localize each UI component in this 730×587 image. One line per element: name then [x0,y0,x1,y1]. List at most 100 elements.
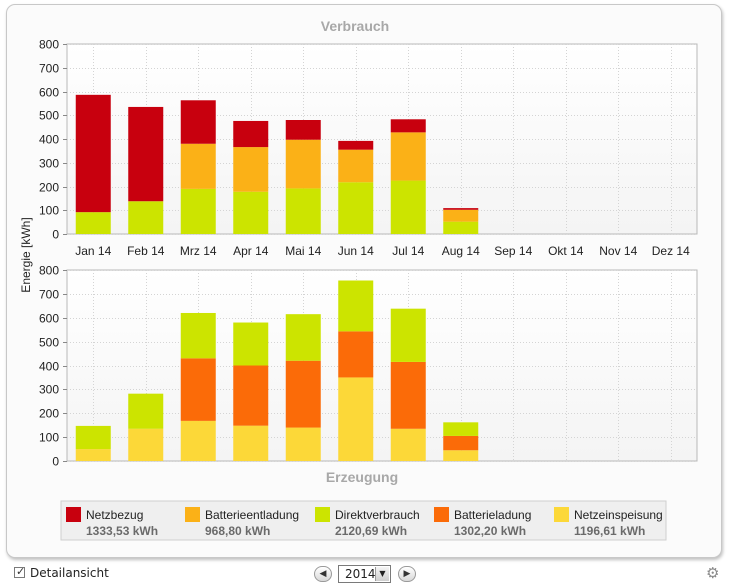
bar-direktverbrauch-0 [75,212,111,234]
detail-view-checkbox[interactable]: ✓ [14,565,26,578]
y-tick-label: 500 [39,109,59,123]
bar-netzeinspeisung-3 [233,425,269,461]
bar-direktverbrauch-2 [180,188,216,234]
bar-direktverbrauch-3 [233,322,269,366]
bar-batterieentladung-4 [285,139,321,189]
bar-direktverbrauch-2 [180,312,216,359]
x-tick-label: Mai 14 [285,244,321,258]
bar-netzeinspeisung-1 [128,428,164,461]
legend-swatch-direktverbrauch [315,507,330,522]
y-axis-label: Energie [kWh] [19,217,33,292]
bar-netzbezug-4 [285,120,321,140]
x-tick-label: Feb 14 [127,244,165,258]
year-value: 2014 [345,567,376,581]
bar-direktverbrauch-3 [233,191,269,234]
bar-direktverbrauch-6 [390,180,426,234]
legend-label-batterieentladung: Batterieentladung [205,508,299,522]
settings-gear-icon[interactable]: ⚙ [706,564,720,582]
y-tick-label: 700 [39,62,59,76]
bar-netzeinspeisung-4 [285,427,321,461]
next-year-button[interactable]: ▶ [398,566,416,582]
x-tick-label: Sep 14 [494,244,532,258]
bar-batterieentladung-5 [338,149,374,183]
y-tick-label: 600 [39,312,59,326]
y-tick-label: 500 [39,336,59,350]
x-tick-label: Nov 14 [599,244,637,258]
bar-batterieentladung-7 [443,209,479,222]
x-tick-label: Aug 14 [442,244,480,258]
bar-netzbezug-5 [338,140,374,150]
bar-direktverbrauch-7 [443,422,479,436]
x-tick-label: Okt 14 [548,244,584,258]
y-tick-label: 800 [39,264,59,278]
x-tick-label: Jan 14 [75,244,111,258]
legend-value-batterieentladung: 968,80 kWh [205,524,270,538]
y-tick-label: 300 [39,157,59,171]
bar-direktverbrauch-0 [75,425,111,450]
legend-value-netzeinspeisung: 1196,61 kWh [574,524,645,538]
legend-label-netzeinspeisung: Netzeinspeisung [574,508,663,522]
y-tick-label: 200 [39,407,59,421]
legend-value-direktverbrauch: 2120,69 kWh [335,524,407,538]
bar-netzeinspeisung-5 [338,377,374,461]
legend-value-netzbezug: 1333,53 kWh [86,524,158,538]
bar-batterieladung-7 [443,435,479,451]
x-tick-label: Jun 14 [338,244,374,258]
bar-netzeinspeisung-6 [390,428,426,461]
arrow-left-icon: ◀ [319,569,327,579]
legend-value-batterieladung: 1302,20 kWh [454,524,526,538]
y-tick-label: 200 [39,181,59,195]
y-tick-label: 800 [39,38,59,52]
bar-direktverbrauch-5 [338,182,374,234]
chart-title-verbrauch: Verbrauch [321,18,389,34]
bar-batterieentladung-6 [390,132,426,181]
bar-direktverbrauch-1 [128,201,164,234]
legend-swatch-netzbezug [66,507,81,522]
x-tick-label: Mrz 14 [180,244,217,258]
bar-netzbezug-0 [75,94,111,213]
chevron-down-icon[interactable]: ▼ [375,567,389,581]
bar-direktverbrauch-5 [338,280,374,332]
bar-batterieladung-4 [285,360,321,428]
y-tick-label: 100 [39,431,59,445]
bar-direktverbrauch-4 [285,188,321,234]
y-tick-label: 400 [39,133,59,147]
bar-netzbezug-3 [233,120,269,148]
legend-swatch-batterieladung [434,507,449,522]
bar-netzeinspeisung-2 [180,420,216,461]
bar-direktverbrauch-6 [390,308,426,362]
legend-label-netzbezug: Netzbezug [86,508,143,522]
plot-area [66,269,698,462]
bar-direktverbrauch-4 [285,314,321,361]
legend-label-batterieladung: Batterieladung [454,508,531,522]
bar-netzbezug-1 [128,106,164,202]
y-tick-label: 700 [39,288,59,302]
y-tick-label: 100 [39,204,59,218]
detail-view-label: Detailansicht [30,566,109,580]
legend-swatch-batterieentladung [185,507,200,522]
y-tick-label: 300 [39,383,59,397]
checkmark-icon: ✓ [16,565,26,578]
y-tick-label: 0 [52,455,59,469]
bar-netzeinspeisung-7 [443,450,479,461]
bar-netzbezug-7 [443,208,479,210]
bar-batterieladung-2 [180,358,216,421]
x-tick-label: Jul 14 [392,244,424,258]
bar-batterieentladung-2 [180,143,216,189]
year-select[interactable]: 2014 ▼ [338,565,391,583]
bar-direktverbrauch-7 [443,221,479,234]
x-tick-label: Apr 14 [233,244,269,258]
bar-batterieladung-6 [390,361,426,429]
y-tick-label: 600 [39,86,59,100]
bar-netzbezug-2 [180,100,216,144]
legend-label-direktverbrauch: Direktverbrauch [335,508,420,522]
previous-year-button[interactable]: ◀ [314,566,332,582]
bar-batterieladung-5 [338,331,374,378]
bar-batterieladung-3 [233,365,269,426]
y-tick-label: 0 [52,228,59,242]
bar-batterieentladung-3 [233,147,269,192]
bar-netzbezug-6 [390,119,426,133]
legend-swatch-netzeinspeisung [554,507,569,522]
x-tick-label: Dez 14 [652,244,690,258]
